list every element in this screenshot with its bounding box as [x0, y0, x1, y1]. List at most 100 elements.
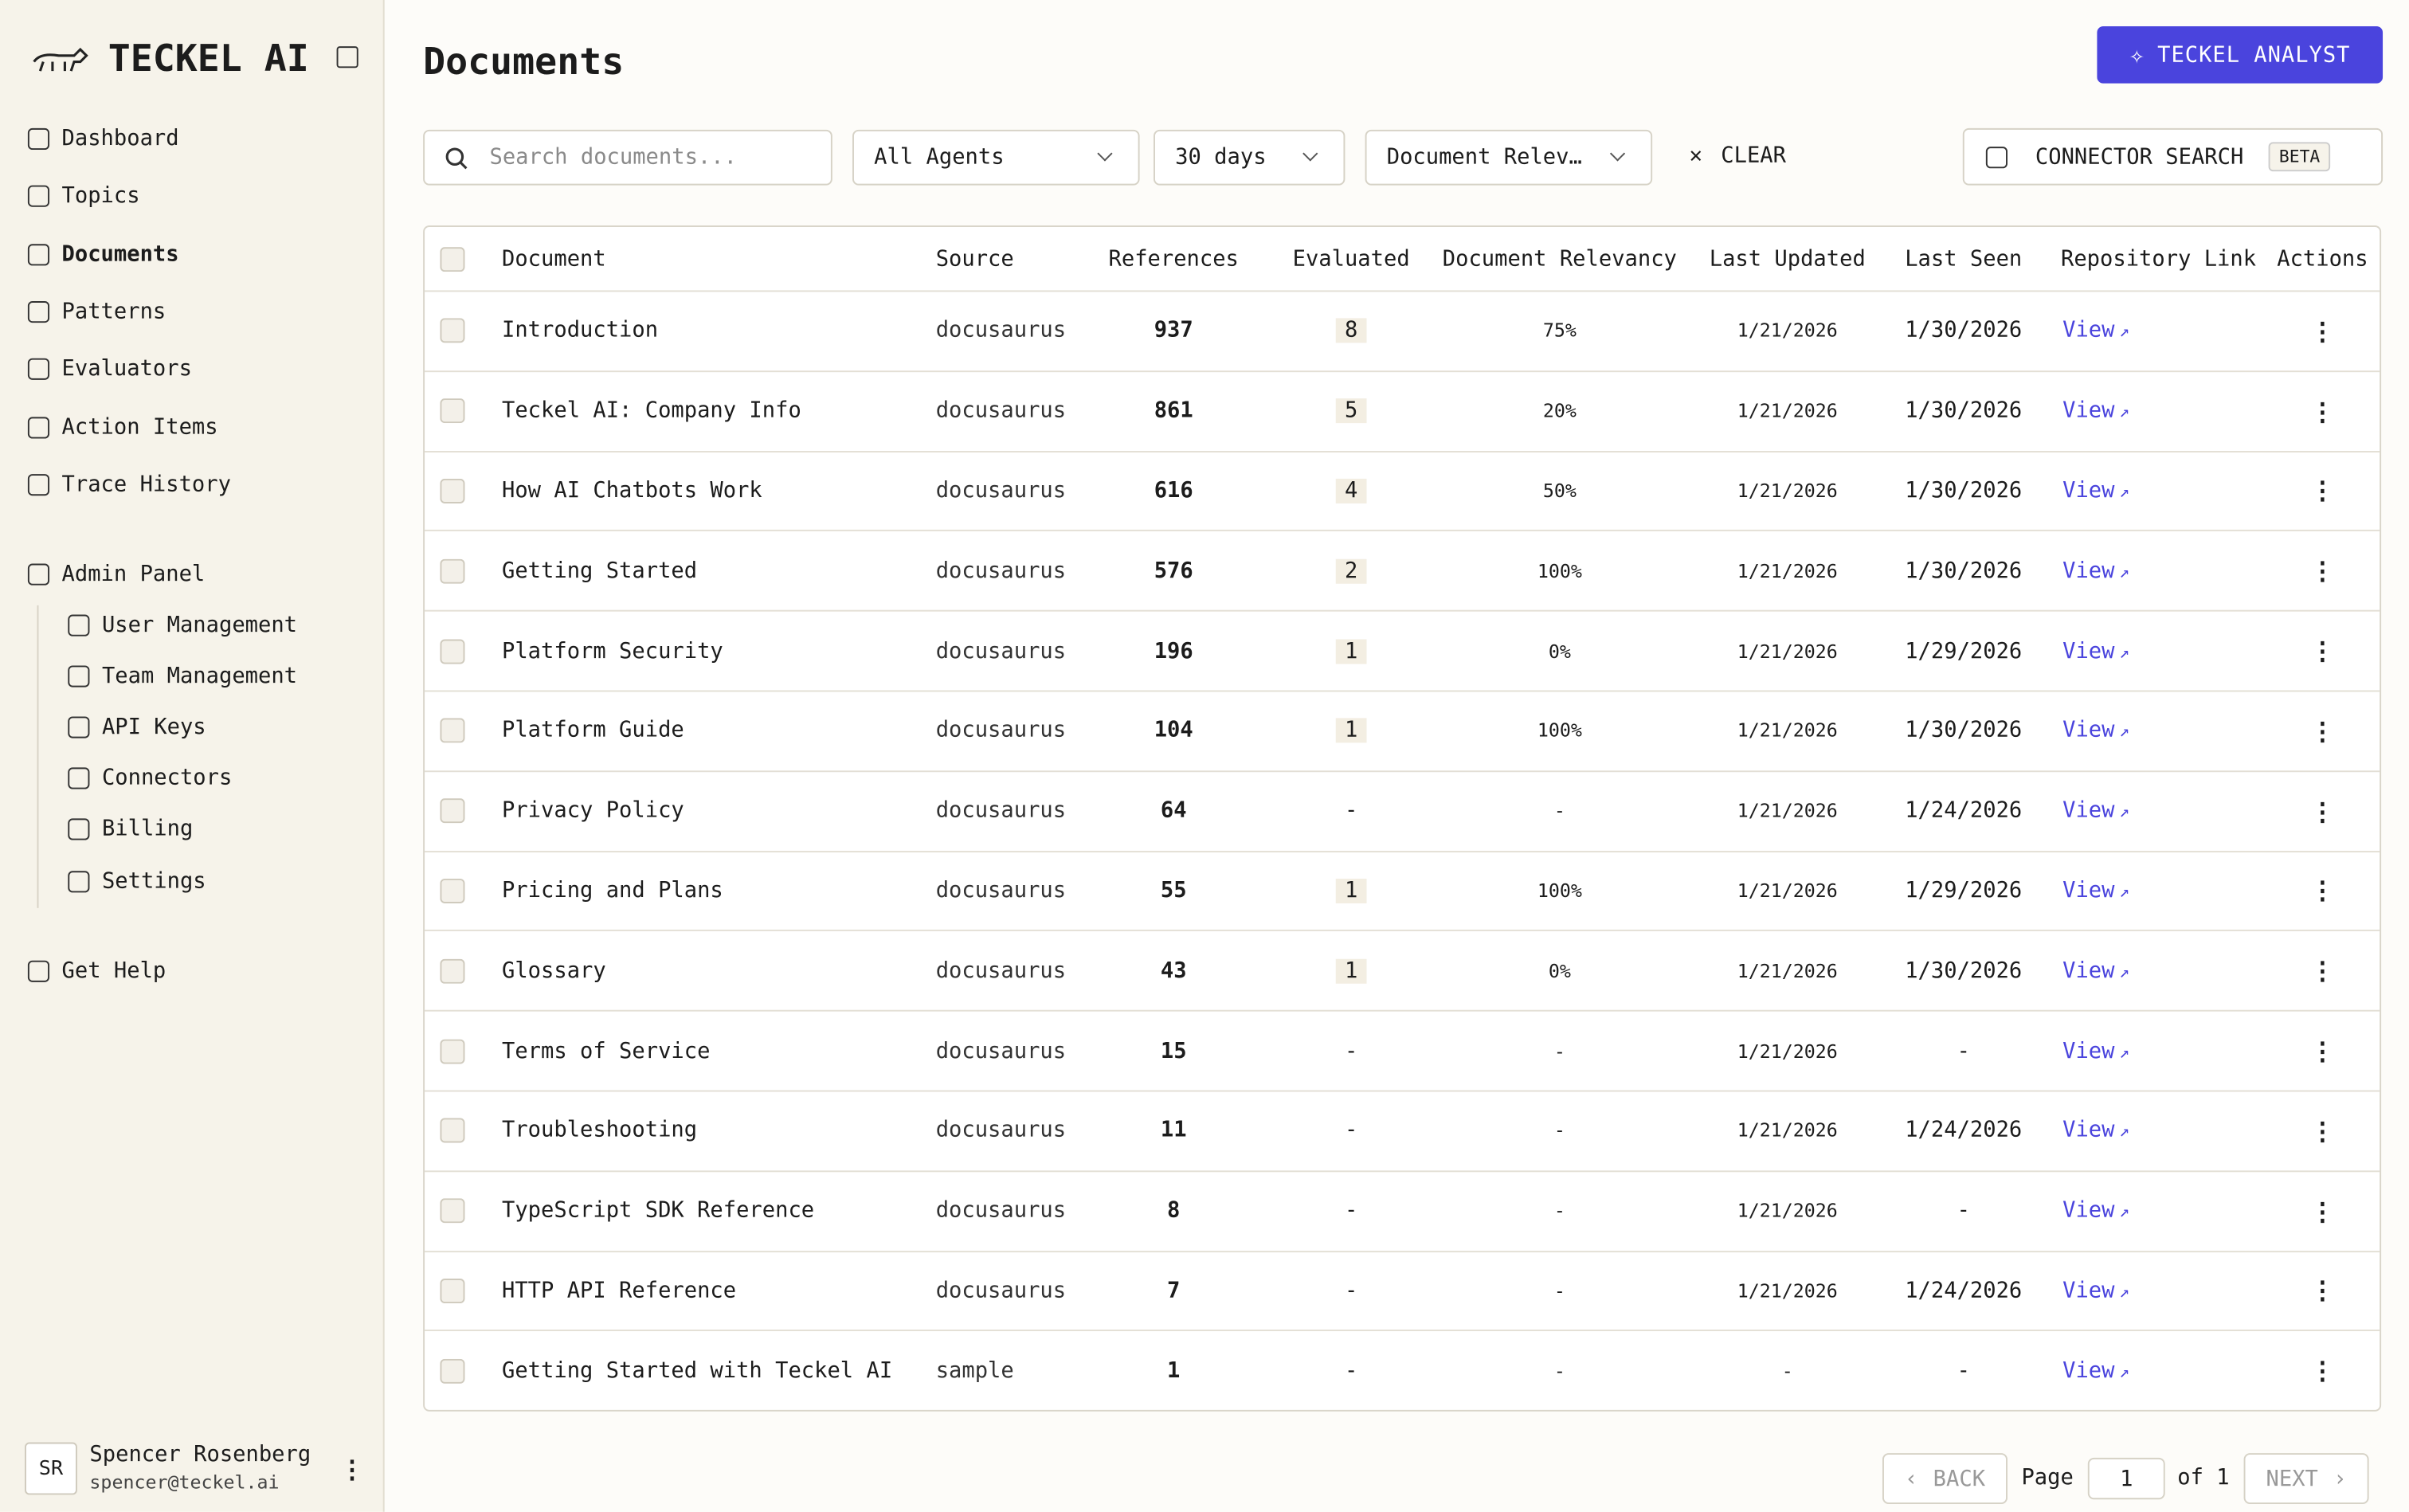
actions-menu[interactable]: ⋮ — [2309, 956, 2335, 986]
actions-menu[interactable]: ⋮ — [2309, 1356, 2335, 1386]
actions-menu[interactable]: ⋮ — [2309, 1036, 2335, 1066]
relevancy-select[interactable]: Document Relev… — [1365, 129, 1653, 186]
checkbox[interactable] — [440, 398, 465, 424]
cell: 5 — [1267, 398, 1436, 424]
view-link[interactable]: View — [2062, 1278, 2115, 1303]
view-link[interactable]: View — [2062, 719, 2115, 744]
view-link[interactable]: View — [2062, 958, 2115, 984]
nav-item[interactable]: Action Items — [27, 414, 218, 439]
nav-item[interactable]: Topics — [27, 184, 140, 209]
nav-label: Documents — [61, 241, 179, 267]
nav-item[interactable]: Team Management — [68, 664, 297, 689]
checkbox[interactable] — [440, 246, 465, 272]
external-icon: ↗ — [2119, 1281, 2130, 1302]
view-link[interactable]: View — [2062, 398, 2115, 424]
external-icon: ↗ — [2119, 1122, 2130, 1142]
checkbox[interactable] — [440, 638, 465, 664]
checkbox[interactable] — [440, 1198, 465, 1224]
checkbox-cell — [425, 1198, 502, 1224]
nav-item[interactable]: Trace History — [27, 472, 231, 497]
relevancy: - — [1553, 1120, 1565, 1142]
nav-item[interactable]: Get Help — [27, 959, 166, 984]
actions-menu[interactable]: ⋮ — [2309, 476, 2335, 506]
cell: 0% — [1436, 639, 1683, 664]
nav-item[interactable]: Connectors — [68, 766, 232, 791]
period-select[interactable]: 30 days — [1154, 129, 1346, 186]
external-icon: ↗ — [2119, 1361, 2130, 1382]
actions-menu[interactable]: ⋮ — [2309, 636, 2335, 666]
table-row: Platform Security docusaurus 196 1 0% 1/21/20… — [425, 612, 2380, 692]
user-name: Spencer Rosenberg — [89, 1442, 311, 1467]
view-link[interactable]: View — [2062, 878, 2115, 903]
view-link[interactable]: View — [2062, 319, 2115, 344]
view-link[interactable]: View — [2062, 798, 2115, 824]
cell: 1/21/2026 — [1683, 558, 1892, 583]
checkbox[interactable] — [440, 558, 465, 584]
cell: - — [1892, 1199, 2035, 1224]
actions-menu[interactable]: ⋮ — [2309, 796, 2335, 826]
source: docusaurus — [935, 1198, 1067, 1224]
cell: 1/24/2026 — [1892, 799, 2035, 824]
checkbox[interactable] — [440, 1358, 465, 1384]
source: docusaurus — [935, 319, 1067, 344]
checkbox[interactable] — [440, 1038, 465, 1063]
references: 1 — [1167, 1358, 1181, 1384]
actions-menu[interactable]: ⋮ — [2309, 716, 2335, 746]
nav-item[interactable]: Patterns — [27, 300, 166, 324]
actions-menu[interactable]: ⋮ — [2309, 396, 2335, 426]
page-input[interactable]: 1 — [2087, 1457, 2165, 1500]
user-menu[interactable]: ⋮ — [339, 1455, 365, 1484]
view-link[interactable]: View — [2062, 1358, 2115, 1384]
source: docusaurus — [935, 719, 1067, 744]
nav-icon — [68, 870, 90, 892]
nav-item[interactable]: Documents — [27, 241, 179, 267]
back-button[interactable]: ‹ BACK — [1882, 1453, 2007, 1505]
cell: 1/21/2026 — [1683, 1118, 1892, 1143]
nav-item[interactable]: API Keys — [68, 715, 206, 740]
actions-menu[interactable]: ⋮ — [2309, 1276, 2335, 1306]
analyst-button[interactable]: ✧ TECKEL ANALYST — [2097, 25, 2384, 84]
cell: 1/21/2026 — [1683, 879, 1892, 903]
checkbox[interactable] — [440, 1278, 465, 1303]
cell: 4 — [1267, 478, 1436, 503]
view-link[interactable]: View — [2062, 1198, 2115, 1224]
cell: Getting Started with Teckel AI — [502, 1358, 936, 1383]
view-link[interactable]: View — [2062, 1038, 2115, 1063]
view-link[interactable]: View — [2062, 1118, 2115, 1144]
actions-menu[interactable]: ⋮ — [2309, 1196, 2335, 1226]
view-link[interactable]: View — [2062, 638, 2115, 664]
checkbox[interactable] — [440, 319, 465, 344]
nav-item[interactable]: Evaluators — [27, 357, 192, 382]
search-input[interactable]: Search documents... — [423, 129, 832, 186]
actions-menu[interactable]: ⋮ — [2309, 1116, 2335, 1146]
nav-item[interactable]: User Management — [68, 613, 297, 638]
cell: 55 — [1081, 879, 1267, 903]
next-button[interactable]: NEXT › — [2243, 1453, 2369, 1505]
checkbox[interactable] — [440, 958, 465, 984]
nav-item[interactable]: Dashboard — [27, 127, 179, 151]
nav-item[interactable]: Settings — [68, 868, 206, 893]
nav-item[interactable]: Admin Panel — [27, 562, 205, 587]
view-link[interactable]: View — [2062, 558, 2115, 584]
nav-item[interactable]: Billing — [68, 817, 193, 842]
checkbox[interactable] — [440, 798, 465, 824]
source: docusaurus — [935, 878, 1067, 903]
table-header: Document Source References Evaluated Documen… — [425, 227, 2380, 292]
collapse-button[interactable] — [336, 46, 358, 69]
cell: docusaurus — [936, 879, 1081, 903]
checkbox[interactable] — [440, 878, 465, 903]
last-seen: 1/30/2026 — [1905, 558, 2023, 584]
actions-menu[interactable]: ⋮ — [2309, 876, 2335, 906]
relevancy: - — [1553, 1040, 1565, 1062]
external-icon: ↗ — [2119, 801, 2130, 822]
connector-search-button[interactable]: CONNECTOR SEARCH BETA — [1962, 127, 2384, 186]
evaluated: - — [1344, 1278, 1358, 1303]
checkbox[interactable] — [440, 478, 465, 503]
actions-menu[interactable]: ⋮ — [2309, 316, 2335, 347]
agents-select[interactable]: All Agents — [852, 129, 1140, 186]
checkbox[interactable] — [440, 1118, 465, 1144]
view-link[interactable]: View — [2062, 478, 2115, 503]
actions-menu[interactable]: ⋮ — [2309, 556, 2335, 586]
clear-button[interactable]: ✕ CLEAR — [1689, 143, 1787, 169]
checkbox[interactable] — [440, 719, 465, 744]
